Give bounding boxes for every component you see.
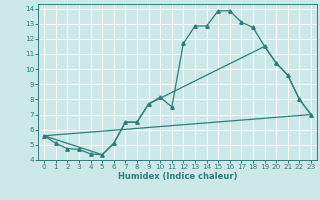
X-axis label: Humidex (Indice chaleur): Humidex (Indice chaleur) (118, 172, 237, 181)
